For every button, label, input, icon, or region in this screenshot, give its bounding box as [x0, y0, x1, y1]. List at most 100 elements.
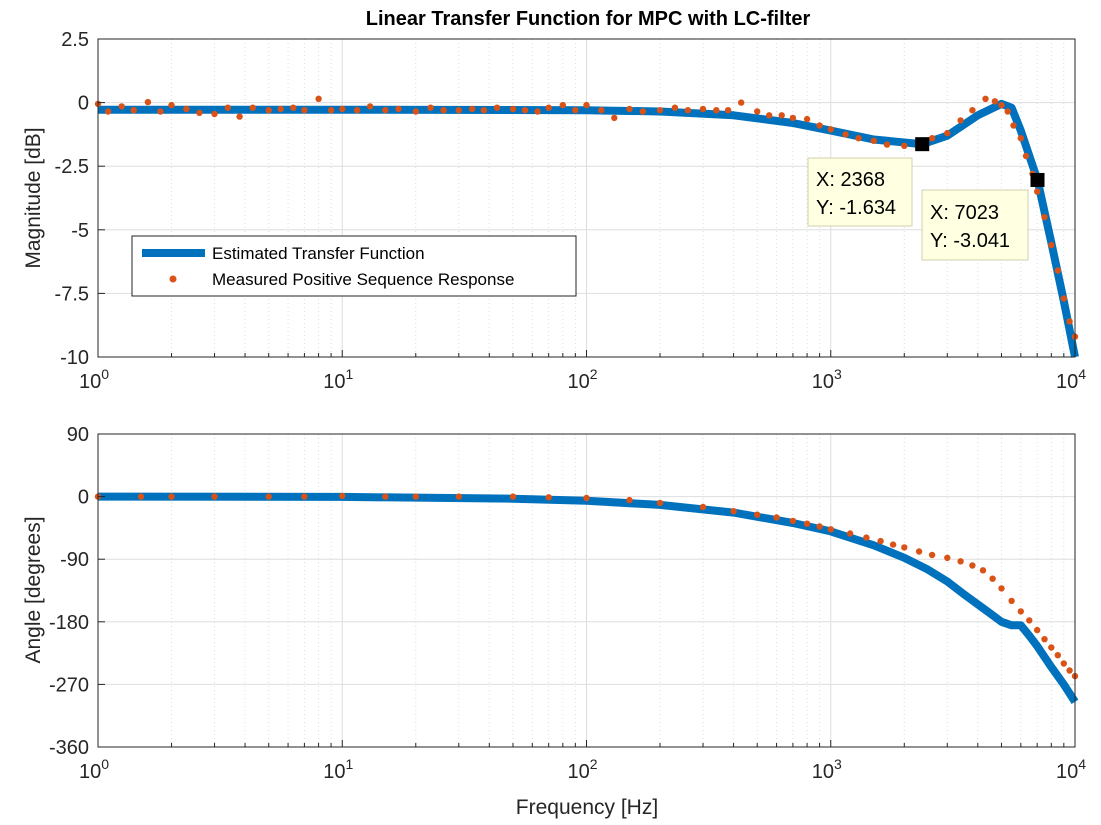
- datatip-marker[interactable]: [1030, 172, 1045, 187]
- magnitude-measured-point: [168, 101, 175, 109]
- phase-measured-point: [168, 493, 175, 500]
- magnitude-measured-point: [572, 107, 579, 114]
- x-tick-label: 102: [567, 366, 597, 393]
- phase-estimated-series: [97, 492, 1079, 704]
- datatip-marker[interactable]: [915, 137, 930, 152]
- magnitude-measured-point: [928, 135, 936, 142]
- chart-title: Linear Transfer Function for MPC with LC…: [366, 8, 811, 30]
- y-tick-label: -180: [49, 612, 89, 634]
- magnitude-measured-point: [480, 107, 488, 114]
- phase-measured-point: [1017, 608, 1024, 615]
- datatip-box: [807, 157, 913, 227]
- magnitude-measured-point: [1017, 135, 1024, 142]
- magnitude-measured-point: [455, 107, 462, 114]
- magnitude-measured-point: [883, 141, 891, 148]
- x-tick-label: 103: [812, 756, 842, 783]
- magnitude-measured-point: [224, 104, 231, 111]
- phase-measured-point: [827, 526, 834, 533]
- magnitude-measured-point: [301, 107, 308, 114]
- phase-measured-point: [915, 548, 923, 555]
- magnitude-plot: 2.5 0 -2.5 -5 -7.5 -10 100 101 102 103 104 Magnit…: [22, 29, 1086, 393]
- x-tick-label: 103: [812, 366, 842, 393]
- phase-measured-point: [957, 558, 964, 565]
- magnitude-measured-point: [157, 108, 164, 115]
- magnitude-measured-point: [559, 101, 566, 109]
- magnitude-measured-point: [366, 103, 374, 110]
- datatip-box: [921, 189, 1029, 261]
- magnitude-measured-point: [738, 99, 745, 106]
- magnitude-measured-point: [870, 137, 877, 144]
- legend-dot-swatch: [169, 275, 177, 283]
- phase-measured-point: [928, 551, 936, 559]
- y-tick-label: -90: [60, 549, 89, 571]
- y-tick-label: -270: [49, 674, 89, 696]
- magnitude-measured-point: [656, 107, 664, 114]
- magnitude-measured-point: [1041, 213, 1048, 221]
- y-tick-label: -2.5: [55, 156, 89, 178]
- datatip-2368[interactable]: X: 2368 Y: -1.634: [807, 157, 913, 227]
- magnitude-measured-point: [545, 104, 552, 111]
- magnitude-measured-point: [944, 129, 951, 137]
- magnitude-measured-point: [290, 104, 297, 111]
- magnitude-measured-point: [118, 103, 125, 110]
- phase-measured-point: [730, 508, 737, 515]
- legend: Estimated Transfer Function Measured Pos…: [131, 235, 577, 297]
- magnitude-measured-point: [493, 104, 501, 111]
- phase-measured-point: [979, 567, 987, 574]
- magnitude-measured-point: [440, 107, 447, 114]
- y-tick-label: 2.5: [61, 29, 89, 51]
- magnitude-measured-point: [724, 107, 732, 114]
- magnitude-measured-point: [249, 104, 256, 111]
- phase-measured-point: [1041, 636, 1048, 643]
- phase-measured-point: [803, 520, 811, 527]
- magnitude-measured-point: [509, 105, 517, 113]
- magnitude-measured-point: [766, 112, 773, 119]
- magnitude-measured-point: [1048, 241, 1055, 249]
- phase-estimated-line: [97, 492, 1079, 704]
- phase-measured-point: [1026, 617, 1033, 624]
- magnitude-measured-point: [789, 114, 797, 122]
- x-tick-label: 101: [323, 756, 353, 783]
- magnitude-measured-point: [412, 108, 419, 115]
- x-tick-label: 104: [1056, 756, 1086, 783]
- magnitude-measured-point: [901, 142, 908, 149]
- phase-measured-point: [889, 541, 897, 548]
- phase-measured-point: [773, 514, 780, 521]
- magnitude-measured-point: [468, 105, 476, 113]
- phase-measured-point: [412, 493, 419, 500]
- datatip-7023[interactable]: X: 7023 Y: -3.041: [921, 189, 1029, 261]
- magnitude-measured-point: [395, 105, 402, 113]
- x-axis-label: Frequency [Hz]: [516, 796, 658, 819]
- x-tick-label: 100: [79, 756, 109, 783]
- magnitude-measured-point: [699, 105, 707, 113]
- magnitude-measured-point: [982, 95, 989, 103]
- magnitude-y-ticks: 2.5 0 -2.5 -5 -7.5 -10: [55, 29, 105, 369]
- magnitude-measured-point: [183, 105, 190, 113]
- magnitude-measured-point: [803, 115, 811, 123]
- magnitude-measured-point: [382, 107, 389, 114]
- y-tick-label: 0: [78, 93, 89, 115]
- datatip-x-value: X: 7023: [930, 202, 999, 224]
- magnitude-measured-point: [521, 107, 529, 114]
- y-tick-label: -5: [71, 220, 89, 242]
- x-tick-label: 104: [1056, 366, 1086, 393]
- y-tick-label: -10: [60, 347, 89, 369]
- magnitude-measured-point: [1034, 188, 1041, 195]
- magnitude-measured-point: [427, 104, 434, 111]
- magnitude-measured-point: [211, 110, 218, 118]
- magnitude-measured-point: [639, 108, 646, 115]
- phase-measured-point: [989, 575, 996, 582]
- phase-measured-point: [1060, 660, 1068, 667]
- magnitude-measured-point: [534, 108, 541, 115]
- magnitude-measured-point: [998, 101, 1005, 109]
- y-tick-label: 0: [78, 487, 89, 509]
- datatip-x-value: X: 2368: [816, 169, 885, 191]
- magnitude-measured-point: [130, 107, 137, 114]
- phase-measured-point: [137, 493, 145, 500]
- phase-measured-point: [846, 530, 854, 537]
- phase-measured-point: [877, 537, 884, 545]
- magnitude-measured-point: [353, 107, 361, 114]
- phase-measured-point: [301, 493, 308, 500]
- phase-measured-point: [1008, 597, 1015, 605]
- legend-box: [131, 235, 577, 297]
